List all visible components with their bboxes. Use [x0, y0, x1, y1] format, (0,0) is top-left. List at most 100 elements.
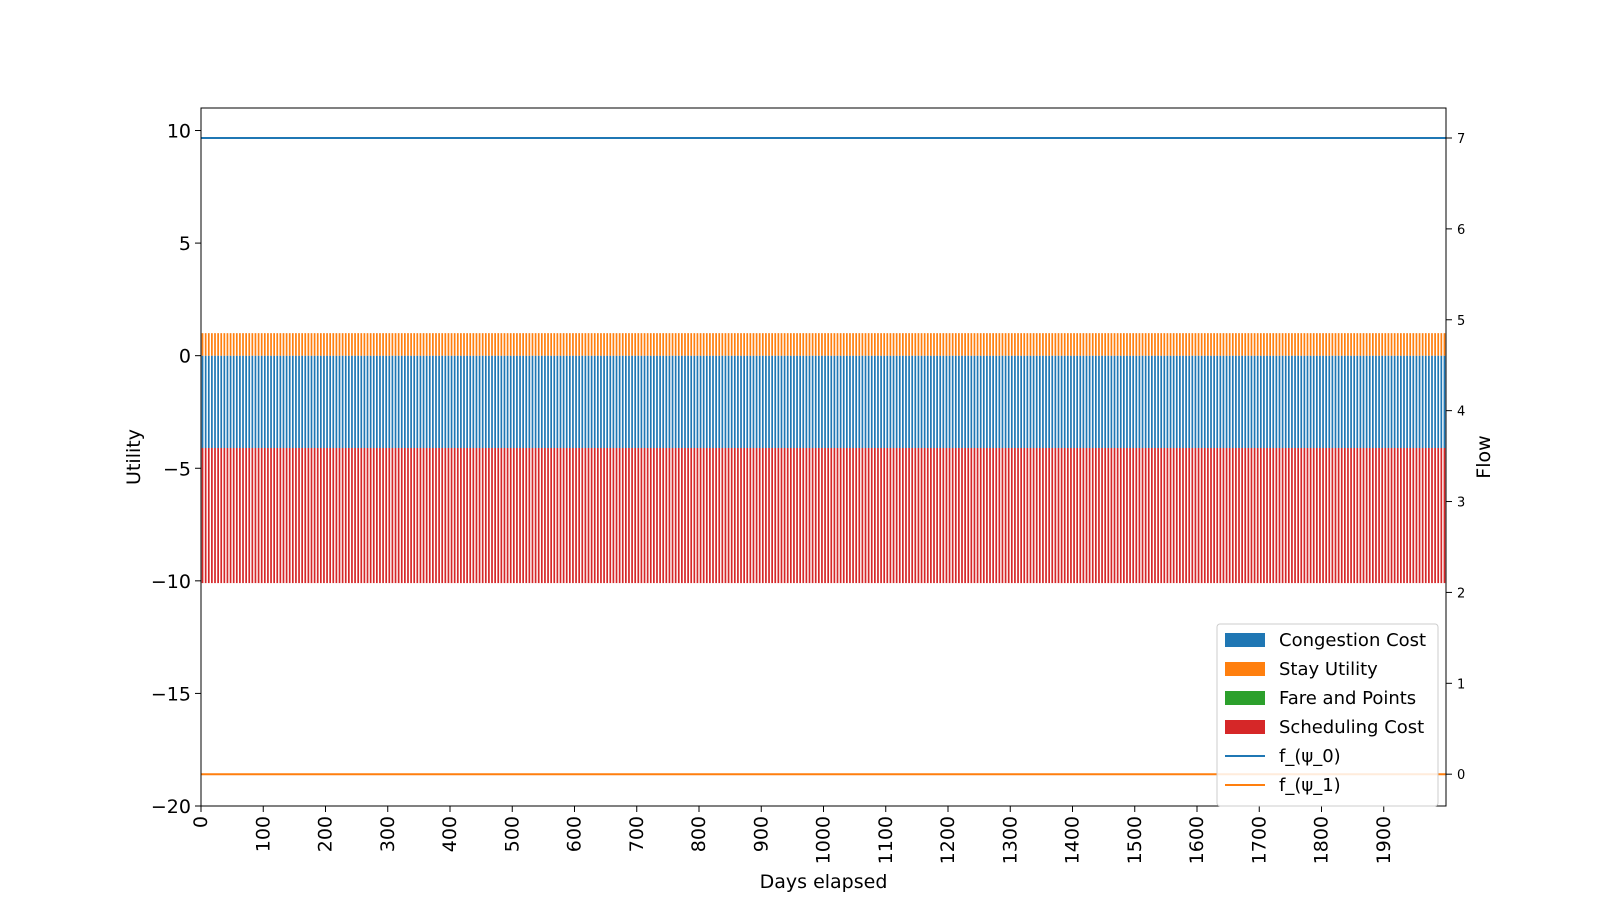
legend-label: Fare and Points [1279, 688, 1416, 709]
bar-scheduling-cost [263, 447, 266, 584]
bar-stay-utility [519, 333, 521, 356]
bar-congestion-cost [347, 355, 350, 448]
bar-congestion-cost [951, 355, 954, 448]
bar-stay-utility [245, 333, 247, 356]
bar-stay-utility [1231, 333, 1234, 356]
bar-stay-utility [528, 333, 531, 356]
bar-scheduling-cost [1197, 447, 1200, 584]
bar-scheduling-cost [1157, 447, 1159, 584]
bar-scheduling-cost [849, 447, 851, 584]
bar-congestion-cost [1172, 355, 1175, 448]
bar-scheduling-cost [758, 447, 761, 584]
bar-scheduling-cost [942, 447, 945, 584]
bar-congestion-cost [257, 355, 260, 448]
bar-congestion-cost [593, 355, 596, 448]
bar-stay-utility [344, 333, 347, 356]
bar-stay-utility [1225, 333, 1228, 356]
bar-congestion-cost [902, 355, 904, 448]
bar-congestion-cost [214, 355, 216, 448]
bar-congestion-cost [525, 355, 528, 448]
bar-stay-utility [923, 333, 926, 356]
bar-scheduling-cost [662, 447, 665, 584]
bar-stay-utility [976, 333, 979, 356]
bar-scheduling-cost [544, 447, 546, 584]
x-tick-label: 800 [688, 816, 710, 852]
bar-stay-utility [226, 333, 229, 356]
bar-scheduling-cost [572, 447, 574, 584]
bar-congestion-cost [715, 355, 717, 448]
bar-congestion-cost [696, 355, 699, 448]
bar-stay-utility [556, 333, 559, 356]
bar-scheduling-cost [547, 447, 549, 584]
bar-congestion-cost [1063, 355, 1066, 448]
bar-stay-utility [1319, 333, 1321, 356]
bar-scheduling-cost [933, 447, 935, 584]
bar-congestion-cost [659, 355, 661, 448]
bar-scheduling-cost [1175, 447, 1178, 584]
bar-congestion-cost [201, 355, 204, 448]
bar-scheduling-cost [612, 447, 615, 584]
bar-congestion-cost [1353, 355, 1356, 448]
bar-scheduling-cost [419, 447, 422, 584]
bar-scheduling-cost [534, 447, 537, 584]
bar-stay-utility [1088, 333, 1091, 356]
bar-stay-utility [1085, 333, 1088, 356]
bar-stay-utility [211, 333, 213, 356]
bar-scheduling-cost [721, 447, 724, 584]
bar-stay-utility [214, 333, 216, 356]
bar-congestion-cost [1256, 355, 1259, 448]
bar-scheduling-cost [989, 447, 991, 584]
bar-scheduling-cost [472, 447, 475, 584]
bar-congestion-cost [964, 355, 966, 448]
bar-scheduling-cost [606, 447, 609, 584]
bar-scheduling-cost [1119, 447, 1122, 584]
bar-stay-utility [920, 333, 923, 356]
bar-congestion-cost [410, 355, 412, 448]
bar-scheduling-cost [323, 447, 325, 584]
bar-scheduling-cost [1029, 447, 1032, 584]
bar-scheduling-cost [484, 447, 487, 584]
bar-scheduling-cost [883, 447, 886, 584]
bar-scheduling-cost [537, 447, 540, 584]
bar-congestion-cost [428, 355, 431, 448]
bar-congestion-cost [1434, 355, 1436, 448]
bar-congestion-cost [388, 355, 391, 448]
bar-congestion-cost [771, 355, 773, 448]
bar-scheduling-cost [796, 447, 798, 584]
bar-stay-utility [1418, 333, 1421, 356]
bar-congestion-cost [444, 355, 447, 448]
bar-scheduling-cost [699, 447, 702, 584]
bar-scheduling-cost [681, 447, 683, 584]
bar-scheduling-cost [1434, 447, 1436, 584]
bar-stay-utility [1362, 333, 1365, 356]
bar-scheduling-cost [1129, 447, 1131, 584]
bar-scheduling-cost [338, 447, 341, 584]
bar-scheduling-cost [777, 447, 780, 584]
bar-scheduling-cost [799, 447, 802, 584]
bar-scheduling-cost [553, 447, 556, 584]
bar-scheduling-cost [556, 447, 559, 584]
bar-scheduling-cost [494, 447, 496, 584]
bar-congestion-cost [976, 355, 979, 448]
bar-congestion-cost [1238, 355, 1240, 448]
bar-congestion-cost [463, 355, 465, 448]
bar-congestion-cost [1368, 355, 1371, 448]
bar-stay-utility [1076, 333, 1079, 356]
bar-stay-utility [730, 333, 733, 356]
bar-stay-utility [1269, 333, 1271, 356]
bar-congestion-cost [335, 355, 338, 448]
bar-congestion-cost [534, 355, 537, 448]
bar-scheduling-cost [646, 447, 649, 584]
bar-stay-utility [737, 333, 739, 356]
bar-stay-utility [973, 333, 976, 356]
bar-stay-utility [640, 333, 643, 356]
bar-scheduling-cost [581, 447, 584, 584]
bar-congestion-cost [379, 355, 381, 448]
bar-stay-utility [372, 333, 375, 356]
bar-stay-utility [842, 333, 845, 356]
bar-congestion-cost [923, 355, 926, 448]
bar-congestion-cost [1091, 355, 1094, 448]
bar-scheduling-cost [1291, 447, 1293, 584]
bar-stay-utility [1035, 333, 1038, 356]
bar-scheduling-cost [217, 447, 219, 584]
